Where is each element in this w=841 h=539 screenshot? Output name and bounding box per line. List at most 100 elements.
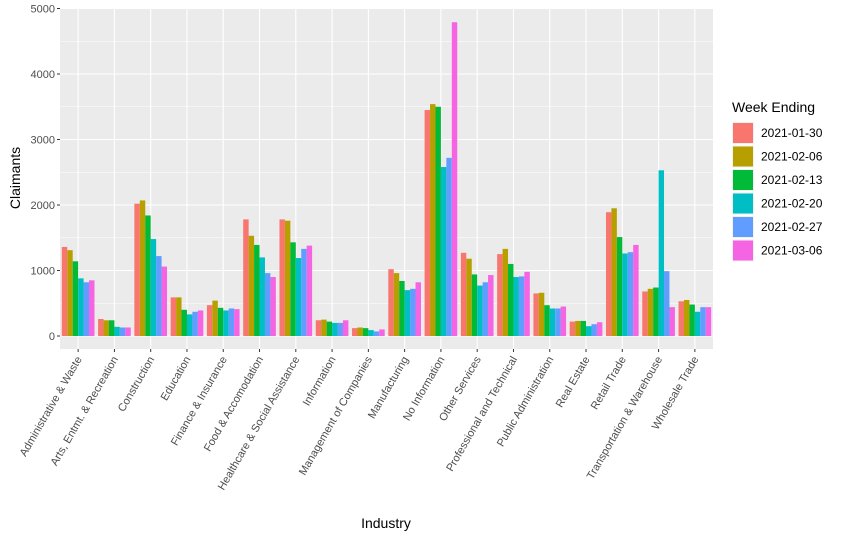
bar: [373, 331, 380, 336]
bar: [524, 271, 530, 336]
bar: [642, 291, 648, 336]
bar: [264, 273, 271, 336]
legend-key: [733, 193, 753, 214]
bar: [108, 320, 115, 336]
bar: [616, 237, 623, 336]
bar: [678, 301, 684, 336]
bar: [669, 307, 675, 336]
x-tick-label: Construction: [116, 355, 157, 414]
bar: [653, 287, 659, 336]
bar: [689, 304, 695, 336]
legend-key: [733, 240, 753, 261]
x-tick-label: Retail Trade: [589, 355, 629, 412]
legend-title: Week Ending: [732, 99, 815, 115]
bar: [622, 253, 628, 336]
y-tick-label: 2000: [31, 200, 55, 212]
bar: [502, 248, 509, 336]
bar: [161, 266, 168, 336]
bar: [399, 280, 405, 336]
y-axis: 0 1000 2000 3000 4000 5000: [31, 4, 60, 343]
bar: [197, 310, 204, 336]
bar: [580, 320, 587, 336]
y-axis-title: Claimants: [7, 147, 23, 209]
legend-label: 2021-02-13: [761, 173, 823, 187]
bar: [139, 200, 146, 336]
bar: [72, 261, 79, 336]
bar: [279, 219, 285, 336]
bar: [560, 306, 567, 336]
bar: [212, 300, 218, 336]
bar: [424, 110, 431, 337]
bar: [538, 292, 545, 336]
bar: [306, 245, 313, 336]
legend-label: 2021-03-06: [761, 244, 823, 258]
legend-key: [733, 217, 753, 237]
bar: [352, 328, 358, 336]
bar: [544, 305, 550, 336]
bar: [466, 258, 472, 336]
bar: [700, 307, 706, 336]
x-tick-label: Administrative & Waste: [18, 355, 85, 459]
legend-label: 2021-01-30: [761, 126, 823, 140]
bar: [488, 275, 494, 336]
bar: [315, 320, 322, 336]
x-tick-label: Transportation & Warehouse: [585, 355, 665, 482]
bar: [430, 104, 436, 336]
bar: [119, 327, 126, 336]
legend-label: 2021-02-20: [761, 197, 823, 211]
bar: [134, 203, 140, 336]
plot-panel: [60, 8, 713, 349]
bar: [248, 235, 255, 336]
bar: [575, 320, 581, 336]
x-tick-label: Management of Companies: [297, 354, 375, 477]
bar: [694, 311, 701, 336]
y-tick-label: 0: [49, 331, 55, 343]
bar: [435, 106, 441, 336]
bar: [404, 290, 411, 336]
bar: [471, 274, 478, 336]
bar: [301, 248, 307, 336]
bar: [61, 246, 68, 336]
bar: [192, 311, 198, 336]
bar: [627, 252, 634, 336]
y-tick-label: 5000: [31, 4, 55, 16]
bar: [596, 322, 603, 336]
bar: [145, 215, 151, 336]
legend-label: 2021-02-06: [761, 150, 823, 164]
bar: [270, 277, 276, 336]
bar: [508, 263, 514, 336]
bar: [451, 22, 458, 336]
bar: [337, 322, 343, 336]
bar: [477, 285, 483, 336]
bar: [170, 297, 177, 336]
bar: [605, 212, 612, 336]
bar: [181, 309, 187, 336]
bar: [78, 278, 84, 336]
bar: [647, 288, 654, 336]
bar: [555, 308, 561, 336]
bar: [176, 297, 182, 336]
bar: [89, 280, 95, 336]
bar: [83, 282, 90, 336]
bar: [290, 242, 296, 336]
bar: [440, 167, 447, 336]
bar: [362, 328, 369, 336]
bar: [332, 322, 338, 336]
bar: [234, 309, 240, 336]
bar: [186, 314, 193, 336]
x-tick-label: Information: [301, 355, 339, 409]
bar: [518, 276, 525, 336]
bar: [393, 273, 400, 336]
bar: [254, 244, 260, 336]
bar: [326, 321, 333, 336]
bar: [482, 282, 489, 336]
bar: [357, 327, 363, 336]
bar: [125, 327, 131, 336]
bar: [150, 239, 157, 336]
x-tick-label: Real Estate: [554, 355, 593, 410]
legend: Week Ending 2021-01-30 2021-02-06 2021-02-…: [732, 99, 823, 262]
bar: [368, 330, 374, 336]
bar: [206, 305, 213, 336]
